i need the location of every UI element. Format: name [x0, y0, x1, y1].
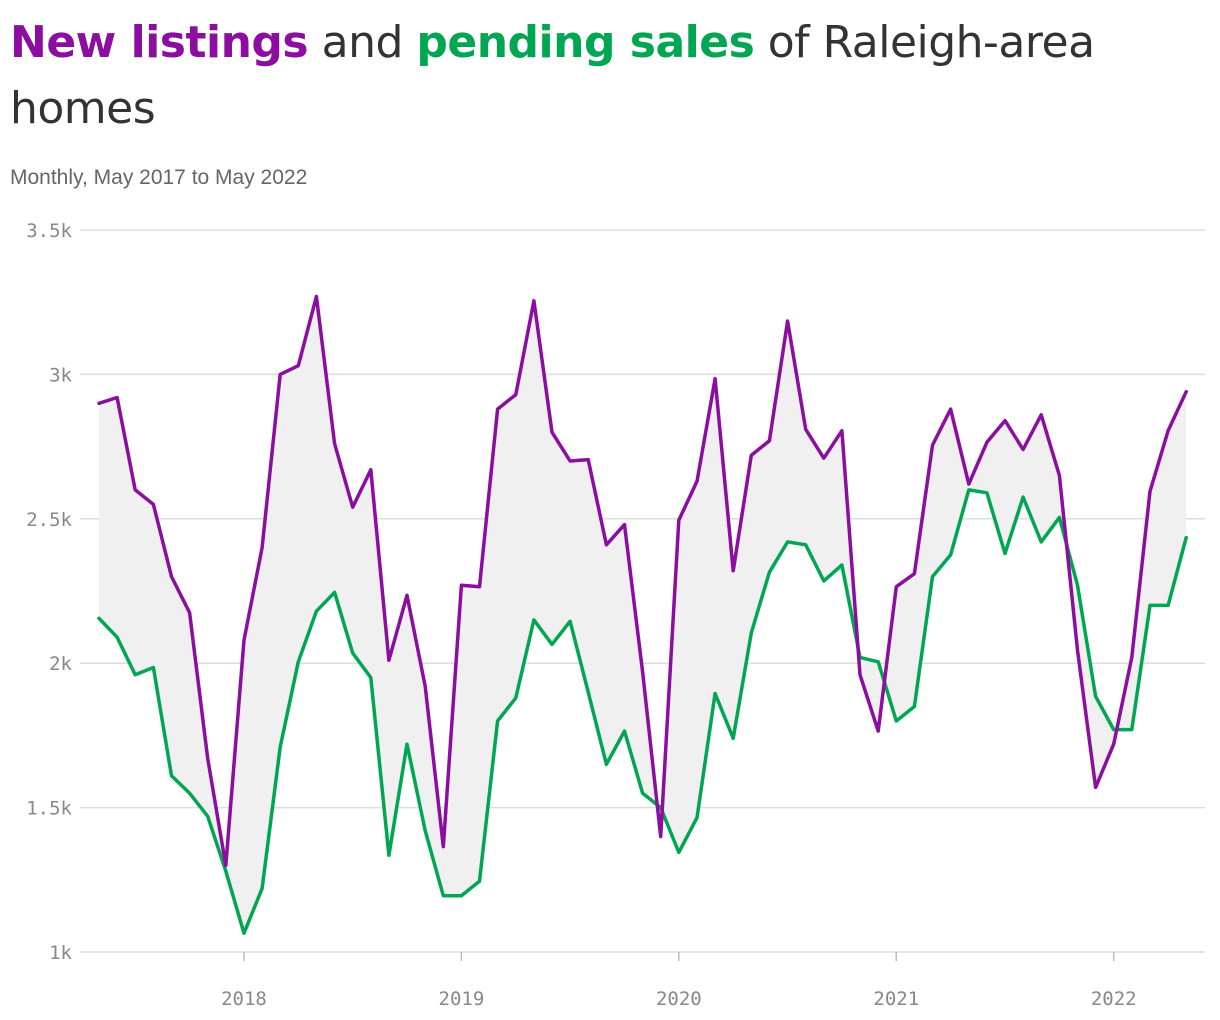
x-tick-label: 2021: [873, 988, 919, 1010]
gap-area-layer: [99, 296, 1187, 934]
x-tick-label: 2019: [439, 988, 485, 1010]
gap-area: [99, 296, 1187, 934]
y-tick-label: 2k: [49, 653, 72, 675]
title-and: and: [308, 17, 417, 68]
title-new-listings: New listings: [10, 17, 309, 68]
line-chart: 1k 1.5k 2k 2.5k 3k 3.5k 2018 2019 2020 2021 2022: [26, 220, 1205, 1010]
y-axis-ticks: 1k 1.5k 2k 2.5k 3k 3.5k: [26, 220, 72, 964]
y-tick-label: 2.5k: [26, 509, 72, 531]
x-tick-label: 2020: [656, 988, 702, 1010]
y-tick-label: 1.5k: [26, 798, 72, 820]
chart-subtitle: Monthly, May 2017 to May 2022: [10, 166, 308, 189]
series-line-pending-sales: [97, 488, 1188, 935]
x-tick-label: 2018: [221, 988, 267, 1010]
series-lines: [97, 294, 1188, 935]
x-tick-label: 2022: [1091, 988, 1137, 1010]
chart-title: New listings and pending sales of Raleig…: [10, 10, 1190, 142]
title-rest: of Raleigh-area homes: [10, 17, 1095, 134]
y-tick-label: 1k: [49, 942, 72, 964]
x-axis-ticks: 2018 2019 2020 2021 2022: [221, 952, 1137, 1010]
title-pending-sales: pending sales: [416, 17, 755, 68]
y-tick-label: 3.5k: [26, 220, 72, 242]
series-line-new-listings: [97, 294, 1188, 868]
y-tick-label: 3k: [49, 364, 72, 386]
